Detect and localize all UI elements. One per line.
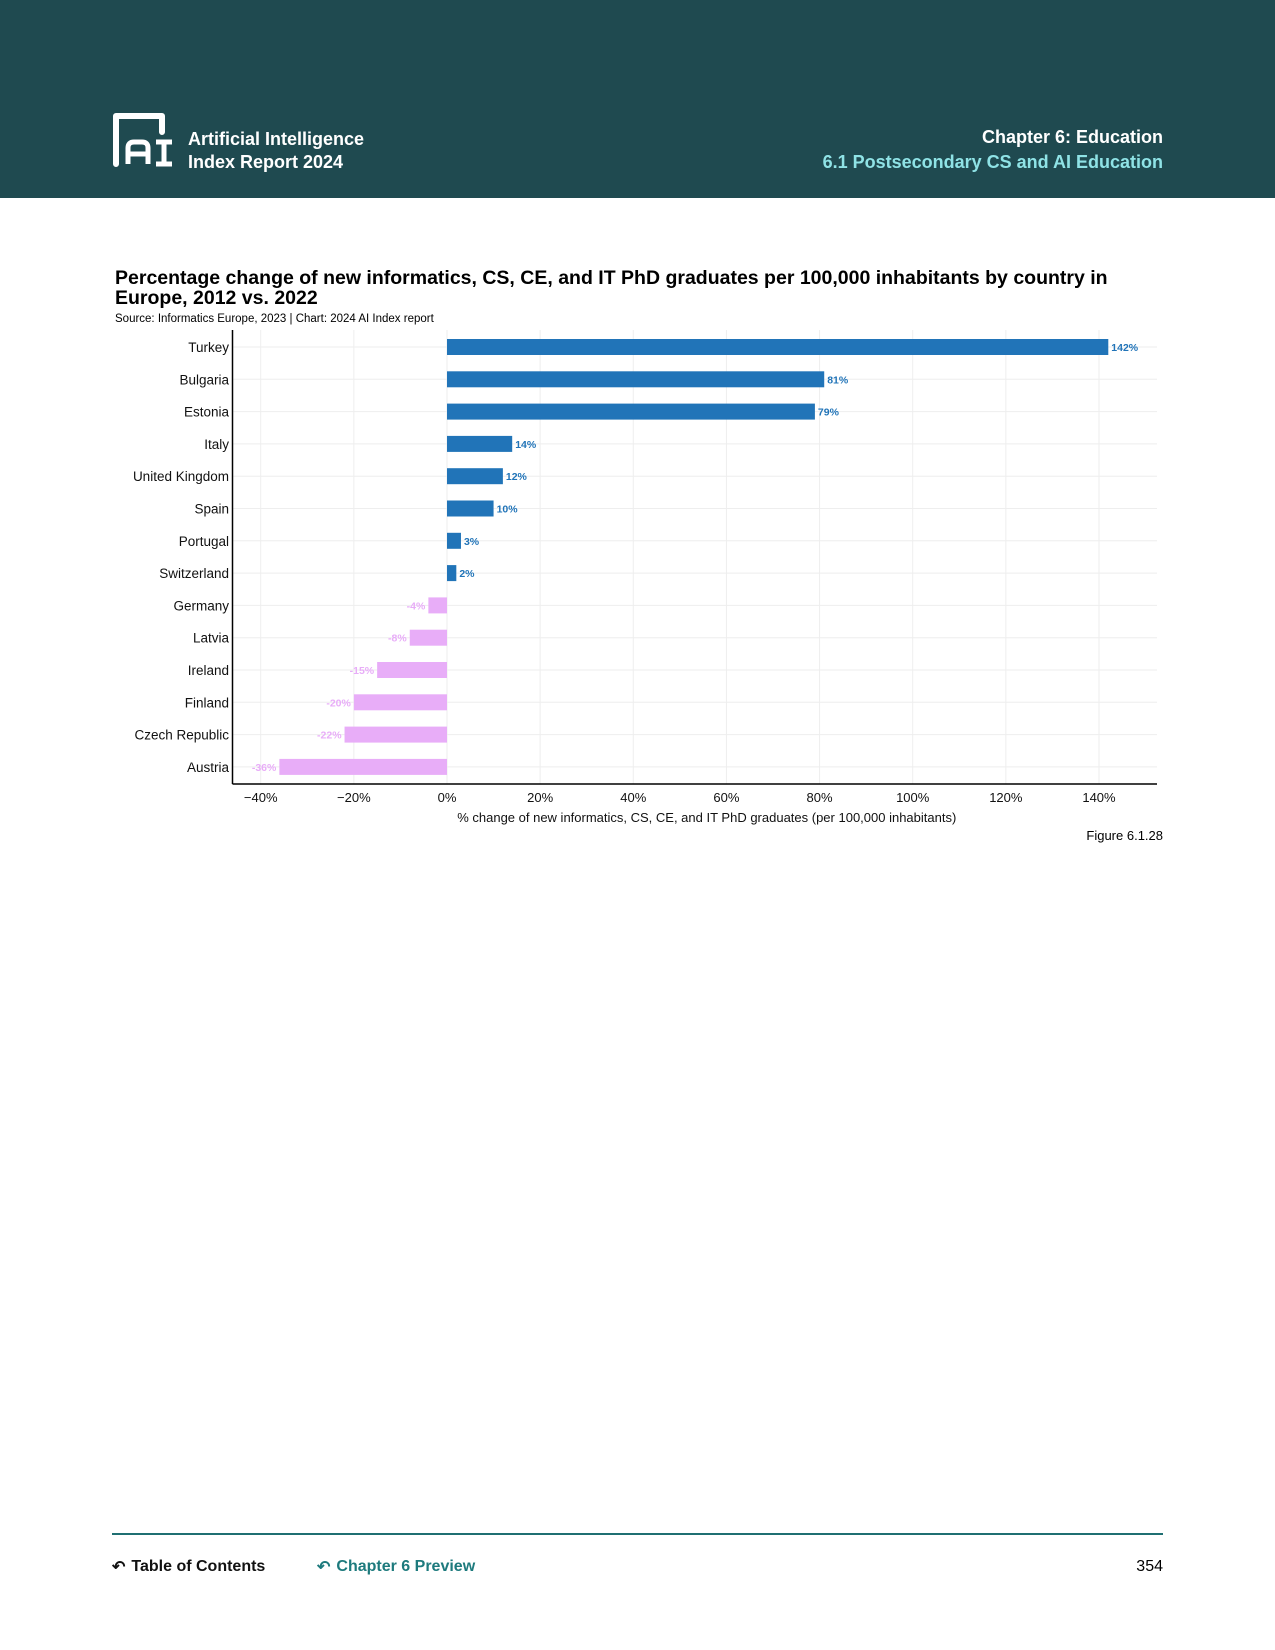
y-tick-label: Switzerland [159,566,229,581]
y-tick-label: Latvia [193,631,230,646]
data-label: 2% [459,568,475,580]
x-tick-label: 140% [1082,790,1116,805]
data-label: 81% [827,374,849,386]
brand-line-2: Index Report 2024 [188,152,344,172]
report-header: Artificial Intelligence Index Report 202… [0,0,1275,198]
bar-ireland [377,662,447,678]
y-tick-label: Estonia [184,405,230,420]
y-tick-label: Italy [204,437,229,452]
x-tick-label: 0% [438,790,457,805]
chart-title: Percentage change of new informatics, CS… [115,267,1108,309]
bar-austria [279,758,447,775]
data-label: -22% [317,730,342,742]
data-label: 3% [464,536,480,548]
data-label: -15% [350,665,375,677]
x-axis-title: % change of new informatics, CS, CE, and… [457,810,956,825]
bar-turkey [447,339,1109,355]
chapter-preview-link[interactable]: ↶ Chapter 6 Preview [317,1557,475,1577]
y-tick-label: Czech Republic [134,728,229,743]
data-label: 79% [818,407,840,419]
return-arrow-icon: ↶ [112,1559,126,1576]
y-tick-label: Germany [173,598,229,613]
bar-bulgaria [447,371,825,388]
figure-label: Figure 6.1.28 [1086,828,1163,843]
table-of-contents-link[interactable]: ↶ Table of Contents [112,1557,265,1577]
bar-chart: Turkey 142% Bulgaria 81% Estonia 79% Italy 14% U… [133,330,1157,825]
data-label: -20% [326,697,351,709]
data-label: 14% [515,439,537,451]
y-tick-label: Finland [185,695,229,710]
bar-czech-republic [344,726,447,743]
y-tick-label: Ireland [188,663,229,678]
chapter-title: Chapter 6: Education [981,127,1163,147]
bar-italy [447,435,513,452]
x-tick-label: 120% [989,790,1023,805]
bar-switzerland [447,565,457,582]
data-label: 12% [506,471,528,483]
x-tick-label: −40% [244,790,278,805]
brand-line-1: Artificial Intelligence [188,129,365,149]
bar-united-kingdom [447,468,503,485]
x-tick-label: 80% [807,790,833,805]
bar-spain [447,500,494,517]
section-title: 6.1 Postsecondary CS and AI Education [822,152,1163,172]
x-tick-label: −20% [337,790,371,805]
page-number: 354 [1136,1558,1163,1575]
ai-index-logo [113,113,172,167]
x-tick-label: 40% [620,790,646,805]
x-tick-label: 20% [527,790,553,805]
return-arrow-icon: ↶ [317,1559,331,1576]
y-tick-label: Austria [187,760,230,775]
y-tick-label: Bulgaria [179,372,229,387]
bar-estonia [447,403,815,420]
y-tick-label: Portugal [179,534,229,549]
data-label: 142% [1111,342,1139,354]
bar-finland [353,694,447,711]
y-tick-label: United Kingdom [133,469,229,484]
preview-label: Chapter 6 Preview [336,1558,476,1575]
footer-divider [112,1533,1163,1535]
chapter-heading: Chapter 6: Education 6.1 Postsecondary C… [823,125,1163,175]
bar-portugal [447,532,461,549]
bar-latvia [409,629,447,646]
y-tick-label: Turkey [188,340,229,355]
x-tick-label: 60% [713,790,739,805]
data-label: -36% [252,762,277,774]
data-label: -4% [407,600,426,612]
y-tick-label: Spain [194,502,229,517]
x-tick-label: 100% [896,790,930,805]
report-brand: Artificial Intelligence Index Report 202… [188,128,364,174]
chart-source: Source: Informatics Europe, 2023 | Chart… [115,313,434,325]
data-label: -8% [388,633,407,645]
data-label: 10% [497,504,519,516]
bar-germany [428,597,447,614]
toc-label: Table of Contents [131,1558,266,1575]
